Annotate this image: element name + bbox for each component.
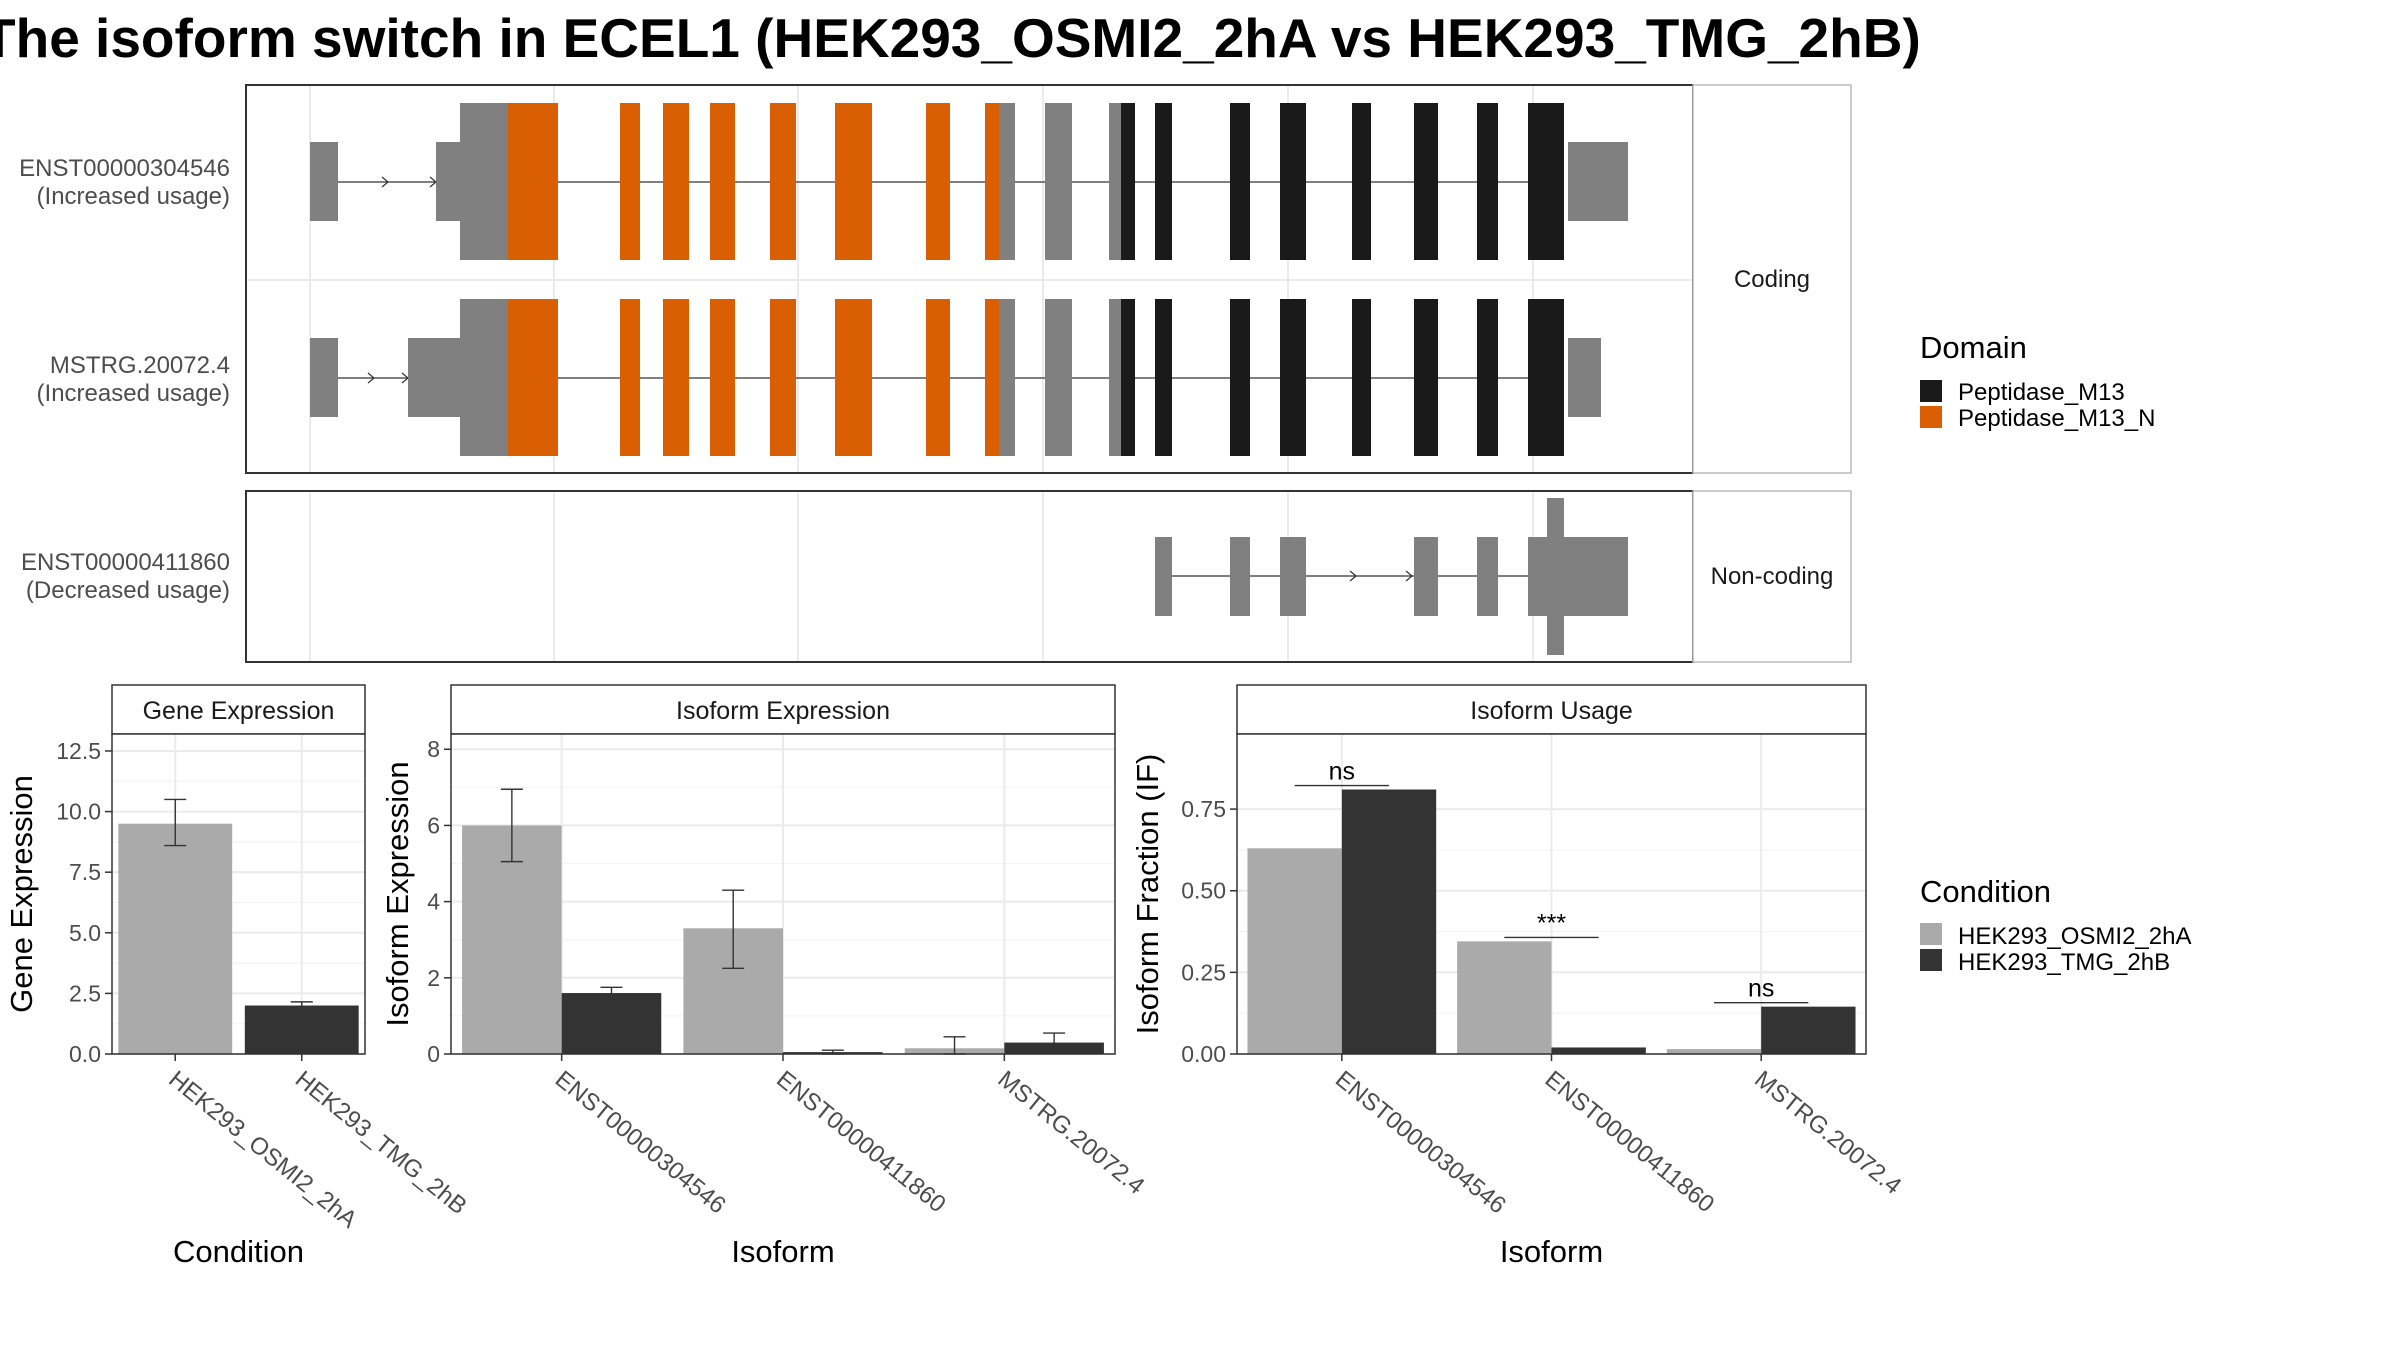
legend-key-osmi2 [1920, 923, 1942, 945]
legend-key-peptidase-m13 [1920, 380, 1942, 402]
error-bar [722, 889, 745, 969]
legend-key-peptidase-m13-n [1920, 406, 1942, 428]
chart-panel-3: Isoform Usage 0.00 0.25 0.50 0.75 ns *** ns ENST… [1130, 684, 1906, 1269]
legend-label-peptidase-m13: Peptidase_M13 [1958, 379, 2125, 406]
error-bar [500, 788, 523, 863]
panel-title: Isoform Expression [676, 697, 890, 725]
x-tick-label: ENST00000411860 [1540, 1066, 1719, 1219]
noncoding-strip [1692, 490, 1852, 663]
x-tick-label: ENST00000304546 [550, 1066, 731, 1220]
coding-strip [1692, 84, 1852, 474]
transcript-track-enst304546 [310, 103, 1628, 260]
y-tick-label: 0.50 [1181, 878, 1226, 904]
chart-panel-2: Isoform Expression 0 2 4 6 8 ENST00000304546 EN… [380, 684, 1150, 1269]
transcript-usage-enst411860: (Decreased usage) [26, 577, 230, 604]
domain-legend-title: Domain [1920, 330, 2027, 365]
chart-panel-1: Gene Expression0.02.55.07.510.012.5HEK29… [4, 684, 472, 1269]
transcript-track-mstrg [310, 299, 1601, 456]
bar-hek293_tmg_2hb [244, 1005, 359, 1054]
x-tick-label: ENST00000304546 [1330, 1066, 1511, 1220]
significance-label: *** [1537, 909, 1566, 937]
y-tick-label: 0.25 [1181, 959, 1226, 985]
significance-label: ns [1748, 975, 1774, 1003]
y-axis-title: Isoform Fraction (IF) [1130, 754, 1165, 1035]
bar-enst00000304546-tmg [1341, 789, 1437, 1054]
y-tick-label: 10.0 [56, 799, 101, 825]
transcript-usage-mstrg: (Increased usage) [37, 380, 230, 407]
transcript-label-enst411860: ENST00000411860 [21, 549, 230, 576]
error-bar [1043, 1032, 1066, 1051]
noncoding-strip-label: Non-coding [1711, 563, 1834, 590]
expression-charts: Gene Expression0.02.55.07.510.012.5HEK29… [4, 684, 1906, 1269]
y-tick-label: 0.75 [1181, 796, 1226, 822]
panel-title: Isoform Usage [1470, 697, 1633, 725]
bar-enst00000411860-tmg [1551, 1047, 1646, 1054]
x-axis-title: Condition [173, 1234, 304, 1269]
x-axis-title: Isoform [1500, 1234, 1603, 1269]
y-tick-label: 0.0 [69, 1041, 101, 1067]
y-tick-label: 12.5 [56, 738, 101, 764]
transcript-track-enst411860 [1155, 498, 1628, 655]
condition-legend-title: Condition [1920, 874, 2051, 909]
transcript-label-enst304546: ENST00000304546 [19, 155, 230, 182]
legend-label-tmg: HEK293_TMG_2hB [1958, 949, 2170, 976]
y-axis-title: Isoform Expression [380, 761, 415, 1026]
bar-enst00000304546-tmg [561, 993, 662, 1054]
domain-legend: Domain Peptidase_M13 Peptidase_M13_N [1920, 330, 2155, 432]
coding-strip-label: Coding [1734, 266, 1810, 293]
error-bar [290, 1001, 313, 1010]
error-bar [600, 986, 623, 1000]
bar-enst00000411860-osmi2 [1457, 941, 1552, 1054]
transcript-label-mstrg: MSTRG.20072.4 [50, 352, 230, 379]
panel-title: Gene Expression [143, 697, 335, 725]
y-tick-label: 5.0 [69, 920, 101, 946]
condition-legend: Condition HEK293_OSMI2_2hA HEK293_TMG_2h… [1920, 874, 2191, 976]
y-tick-label: 4 [427, 889, 440, 915]
y-tick-label: 6 [427, 812, 440, 838]
transcript-usage-enst304546: (Increased usage) [37, 183, 230, 210]
y-tick-label: 7.5 [69, 859, 101, 885]
legend-key-tmg [1920, 949, 1942, 971]
y-axis-title: Gene Expression [4, 775, 39, 1013]
plot-frame [111, 733, 366, 1055]
noncoding-gridlines [309, 492, 1534, 661]
y-tick-label: 2.5 [69, 980, 101, 1006]
y-tick-label: 2 [427, 965, 440, 991]
bar-hek293_osmi2_2ha [118, 823, 233, 1054]
panel-strip [111, 684, 366, 735]
x-tick-label: MSTRG.20072.4 [1749, 1066, 1906, 1200]
bar-enst00000304546-osmi2 [1247, 848, 1342, 1054]
significance-label: ns [1329, 758, 1355, 786]
x-tick-label: MSTRG.20072.4 [993, 1066, 1150, 1200]
bar-enst00000304546-osmi2 [462, 825, 562, 1054]
legend-label-osmi2: HEK293_OSMI2_2hA [1958, 923, 2191, 950]
x-axis-title: Isoform [731, 1234, 834, 1269]
y-tick-label: 8 [427, 736, 440, 762]
transcript-labels: ENST00000304546 (Increased usage) MSTRG.… [19, 155, 230, 604]
y-tick-label: 0.00 [1181, 1041, 1226, 1067]
x-tick-label: ENST00000411860 [771, 1066, 950, 1219]
figure-title: The isoform switch in ECEL1 (HEK293_OSMI… [0, 7, 1921, 69]
bar-mstrg.20072.4-tmg [1761, 1006, 1856, 1054]
bar-mstrg.20072.4-osmi2 [1666, 1049, 1762, 1054]
y-tick-label: 0 [427, 1041, 440, 1067]
error-bar [164, 798, 187, 847]
legend-label-peptidase-m13-n: Peptidase_M13_N [1958, 405, 2155, 432]
